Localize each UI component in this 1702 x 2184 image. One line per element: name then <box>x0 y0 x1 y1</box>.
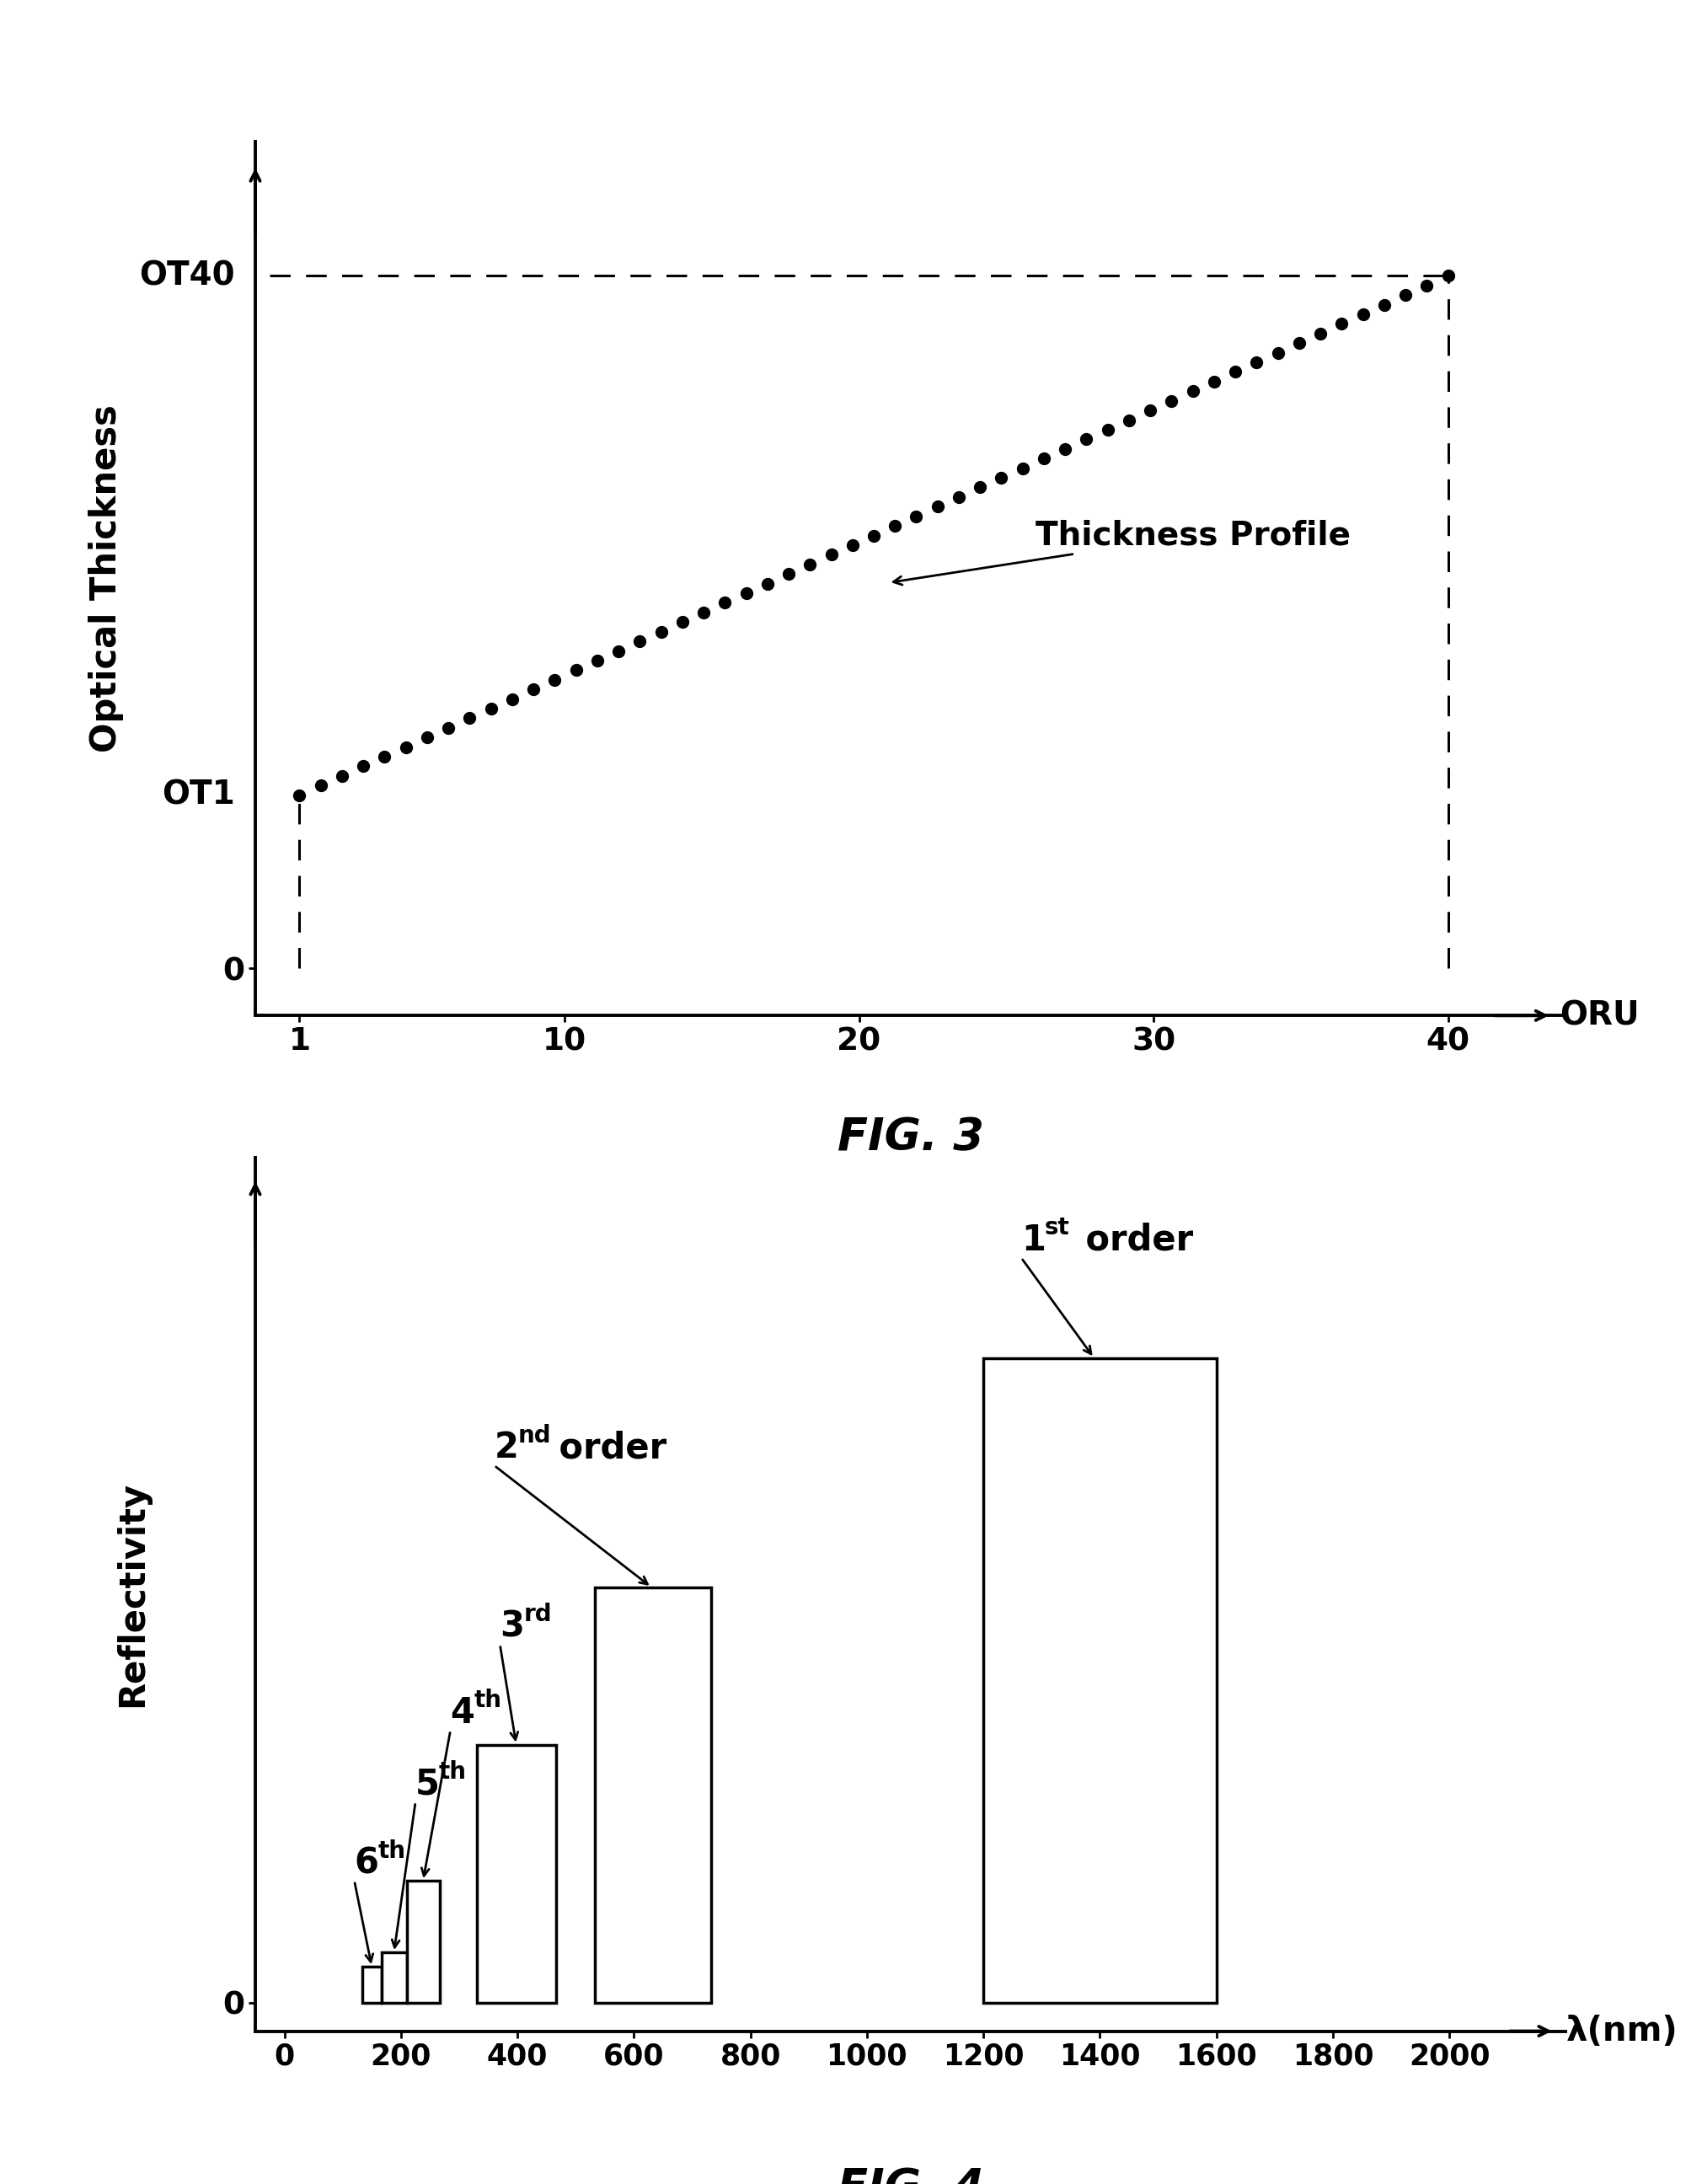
Text: OT1: OT1 <box>162 780 235 810</box>
Y-axis label: Optical Thickness: Optical Thickness <box>89 404 124 753</box>
Bar <box>477 1745 557 2003</box>
Text: Thickness Profile: Thickness Profile <box>894 520 1351 585</box>
Text: nd: nd <box>517 1424 551 1448</box>
Text: 1: 1 <box>1021 1223 1045 1258</box>
Text: 4: 4 <box>451 1695 475 1730</box>
Bar <box>984 1358 1217 2003</box>
Text: th: th <box>439 1760 466 1784</box>
Text: λ(nm): λ(nm) <box>1566 2014 1678 2049</box>
Text: 2: 2 <box>494 1431 519 1465</box>
Y-axis label: Reflectivity: Reflectivity <box>116 1481 150 1708</box>
Text: FIG. 4: FIG. 4 <box>837 2167 984 2184</box>
Text: order: order <box>546 1431 665 1465</box>
Text: 6: 6 <box>354 1845 380 1880</box>
Text: rd: rd <box>524 1603 551 1627</box>
Text: th: th <box>378 1839 405 1863</box>
Text: FIG. 3: FIG. 3 <box>837 1116 984 1160</box>
Text: th: th <box>475 1688 502 1712</box>
Text: st: st <box>1045 1216 1071 1241</box>
Bar <box>363 1966 381 2003</box>
Bar <box>407 1880 439 2003</box>
Text: 3: 3 <box>500 1610 524 1645</box>
Text: 5: 5 <box>415 1767 439 1802</box>
Bar <box>596 1588 711 2003</box>
Text: OT40: OT40 <box>140 260 235 293</box>
Text: order: order <box>1074 1223 1193 1258</box>
Text: ORU: ORU <box>1561 1000 1639 1031</box>
Bar <box>381 1952 407 2003</box>
